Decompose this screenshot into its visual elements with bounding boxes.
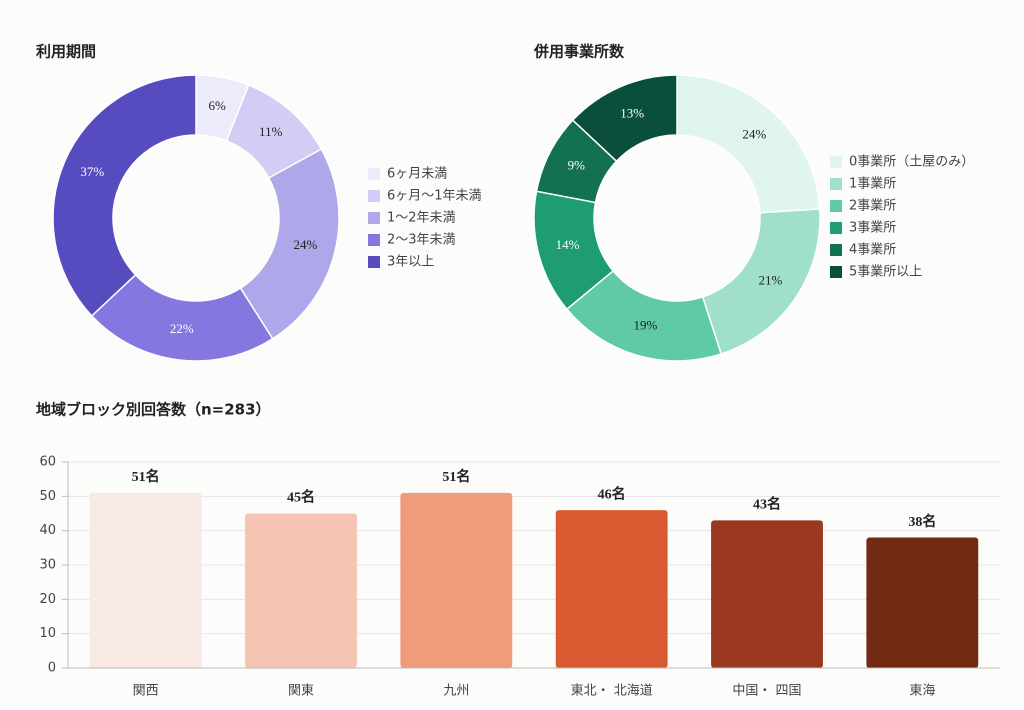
legend-label: 4事業所: [849, 242, 896, 258]
legend-swatch: [368, 212, 380, 224]
legend-label: 5事業所以上: [849, 264, 922, 280]
y-tick-label: 20: [39, 592, 56, 607]
chart-title: 併用事業所数: [533, 43, 625, 61]
y-tick-label: 0: [48, 661, 56, 676]
y-tick-label: 10: [39, 626, 56, 641]
data-label: 21%: [759, 272, 783, 287]
data-label: 19%: [634, 317, 658, 332]
y-tick-label: 50: [39, 489, 56, 504]
x-tick-label: 九州: [443, 684, 469, 699]
bar: [89, 492, 202, 668]
bar: [245, 513, 357, 668]
x-tick-label: 関東: [288, 683, 314, 699]
legend-label: 2〜3年未満: [387, 233, 456, 248]
data-label: 51名: [442, 468, 470, 485]
data-label: 46名: [598, 485, 626, 502]
donut-slice: [676, 74, 821, 214]
legend-label: 0事業所（土屋のみ）: [849, 154, 974, 170]
x-tick-label: 東海: [909, 683, 935, 699]
data-label: 13%: [620, 105, 644, 120]
legend-label: 1事業所: [849, 176, 896, 192]
bar: [400, 492, 513, 668]
legend-label: 6ヶ月未満: [387, 167, 447, 182]
data-label: 45名: [287, 489, 315, 506]
legend-swatch: [830, 266, 842, 278]
bar: [866, 537, 979, 668]
data-label: 43名: [753, 496, 781, 513]
legend-swatch: [830, 156, 842, 168]
legend-swatch: [368, 190, 380, 202]
legend-label: 6ヶ月〜1年未満: [387, 189, 482, 204]
legend-swatch: [830, 178, 842, 190]
donut-slice: [52, 74, 197, 317]
legend-label: 3事業所: [849, 220, 896, 236]
data-label: 37%: [80, 164, 104, 179]
y-tick-label: 30: [39, 558, 56, 573]
x-tick-label: 関西: [133, 684, 159, 699]
legend-swatch: [368, 256, 380, 268]
bar: [555, 510, 668, 668]
chart-title: 地域ブロック別回答数（n=283）: [36, 401, 271, 419]
x-tick-label: 東北・ 北海道: [571, 683, 653, 699]
y-tick-label: 40: [39, 523, 56, 538]
bar: [711, 520, 823, 668]
legend-label: 1〜2年未満: [387, 211, 456, 226]
legend-swatch: [830, 222, 842, 234]
donut-slice: [571, 74, 678, 163]
data-label: 6%: [209, 98, 227, 113]
x-tick-label: 中国・ 四国: [732, 684, 801, 699]
data-label: 22%: [170, 321, 194, 336]
data-label: 9%: [568, 158, 586, 173]
donut-slice: [239, 148, 340, 340]
legend-label: 2事業所: [849, 198, 896, 214]
data-label: 11%: [259, 124, 283, 139]
legend-swatch: [830, 244, 842, 256]
y-tick-label: 60: [39, 455, 56, 470]
data-label: 14%: [556, 237, 580, 252]
data-label: 24%: [742, 127, 766, 142]
legend-swatch: [368, 234, 380, 246]
chart-title: 利用期間: [36, 43, 96, 61]
data-label: 24%: [294, 237, 318, 252]
legend-label: 3年以上: [387, 255, 434, 270]
legend-swatch: [830, 200, 842, 212]
legend-swatch: [368, 168, 380, 180]
data-label: 38名: [908, 513, 936, 530]
data-label: 51名: [132, 468, 160, 485]
